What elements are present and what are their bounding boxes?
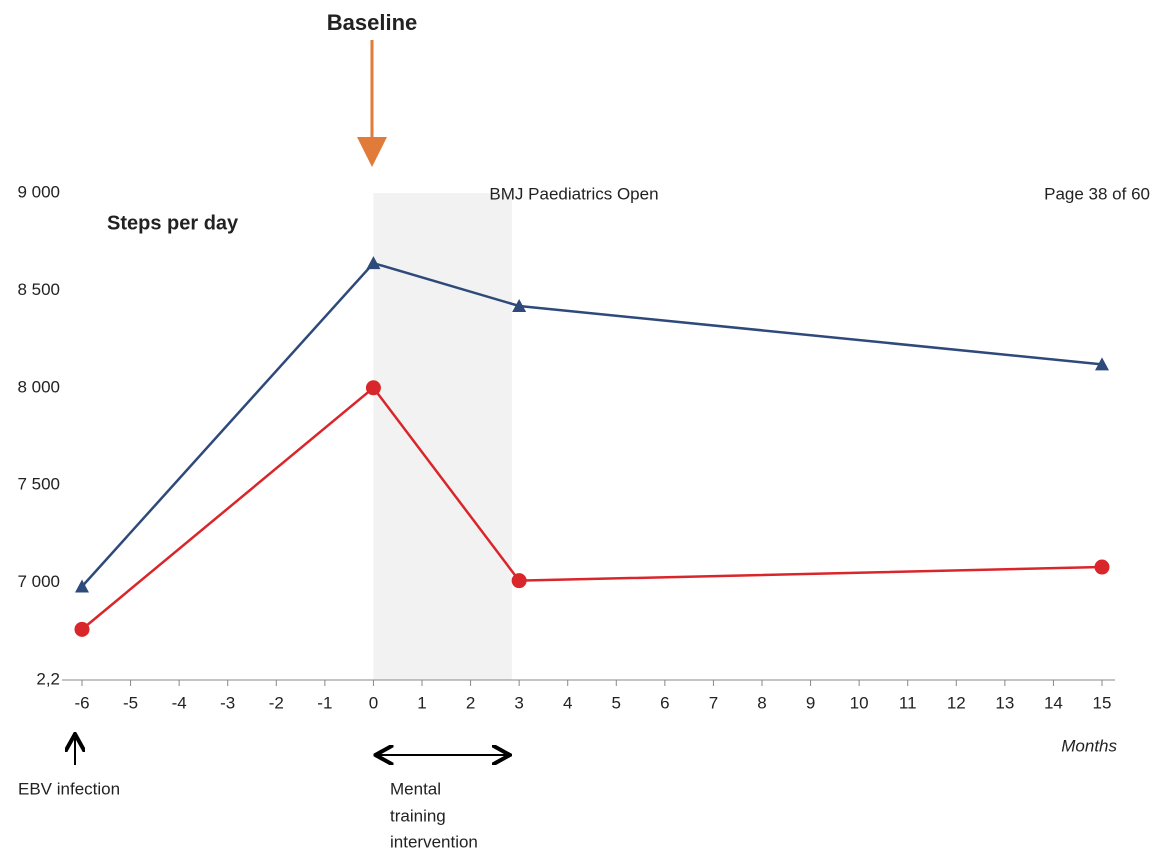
circle-marker — [511, 573, 527, 589]
chart-title: Steps per day — [107, 212, 239, 234]
x-tick-label: -1 — [317, 693, 332, 712]
y-tick-label: 7 500 — [17, 475, 60, 494]
circle-marker — [1094, 559, 1110, 575]
x-tick-label: 14 — [1044, 693, 1063, 712]
x-tick-label: 7 — [709, 693, 718, 712]
x-tick-label: 9 — [806, 693, 815, 712]
triangle-marker — [512, 298, 527, 312]
circle-marker — [365, 380, 381, 396]
baseline-label: Baseline — [327, 10, 418, 35]
x-tick-label: 3 — [514, 693, 523, 712]
x-tick-label: 2 — [466, 693, 475, 712]
x-tick-label: 4 — [563, 693, 572, 712]
x-tick-label: -4 — [172, 693, 187, 712]
triangle-marker — [1095, 357, 1109, 371]
intervention-label: Mental — [390, 779, 441, 798]
x-tick-label: -3 — [220, 693, 235, 712]
x-tick-label: 13 — [995, 693, 1014, 712]
series-line — [81, 386, 1103, 631]
x-tick-label: 6 — [660, 693, 669, 712]
x-tick-label: 1 — [417, 693, 426, 712]
intervention-label: training — [390, 806, 446, 825]
event-label: EBV infection — [18, 779, 120, 798]
x-tick-label: -5 — [123, 693, 138, 712]
intervention-shade — [373, 193, 512, 680]
x-tick-label: -2 — [269, 693, 284, 712]
x-tick-label: 15 — [1093, 693, 1112, 712]
x-tick-label: 12 — [947, 693, 966, 712]
series-line — [81, 261, 1103, 588]
header: BMJ Paediatrics Open — [489, 184, 658, 203]
page-label: Page 38 of 60 — [1044, 184, 1150, 203]
triangle-marker — [75, 579, 89, 593]
x-tick-label: 5 — [612, 693, 621, 712]
x-axis-label: Months — [1061, 736, 1117, 755]
y-tick-label: 7 000 — [17, 572, 60, 591]
triangle-marker — [366, 256, 381, 270]
x-tick-label: 10 — [850, 693, 869, 712]
y-tick-label: 8 000 — [17, 377, 60, 396]
x-tick-label: 8 — [757, 693, 766, 712]
y-tick-label: 2,2 — [36, 669, 60, 688]
x-tick-label: 11 — [899, 693, 917, 712]
intervention-label: intervention — [390, 832, 478, 851]
x-tick-label: -6 — [74, 693, 89, 712]
x-tick-label: 0 — [369, 693, 378, 712]
y-tick-label: 8 500 — [17, 280, 60, 299]
y-tick-label: 9 000 — [17, 182, 60, 201]
circle-marker — [74, 621, 90, 637]
